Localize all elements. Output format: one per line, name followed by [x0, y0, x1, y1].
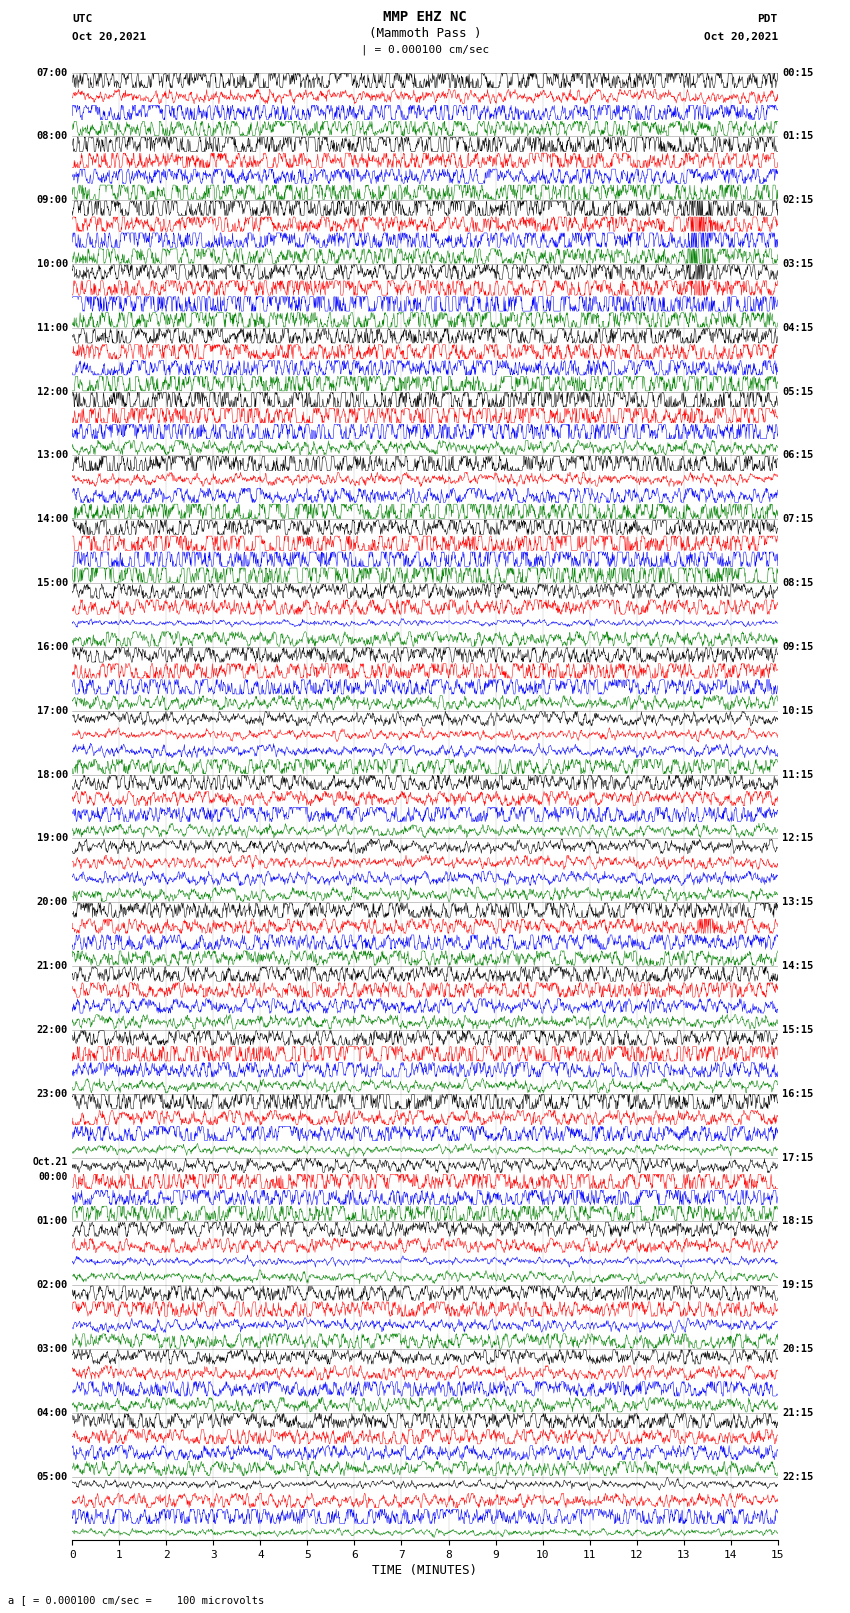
- Text: 01:00: 01:00: [37, 1216, 68, 1226]
- Text: 17:00: 17:00: [37, 706, 68, 716]
- Text: 01:15: 01:15: [782, 131, 813, 142]
- Text: 07:00: 07:00: [37, 68, 68, 77]
- Text: 09:00: 09:00: [37, 195, 68, 205]
- Text: 19:15: 19:15: [782, 1281, 813, 1290]
- Text: 15:00: 15:00: [37, 577, 68, 589]
- Text: 08:15: 08:15: [782, 577, 813, 589]
- Text: 10:00: 10:00: [37, 260, 68, 269]
- Text: 21:15: 21:15: [782, 1408, 813, 1418]
- Text: 20:15: 20:15: [782, 1344, 813, 1353]
- Text: 04:00: 04:00: [37, 1408, 68, 1418]
- Text: 12:15: 12:15: [782, 834, 813, 844]
- Text: 18:00: 18:00: [37, 769, 68, 779]
- Text: 02:15: 02:15: [782, 195, 813, 205]
- Text: 13:00: 13:00: [37, 450, 68, 460]
- Text: 03:15: 03:15: [782, 260, 813, 269]
- Text: 11:15: 11:15: [782, 769, 813, 779]
- Text: 15:15: 15:15: [782, 1024, 813, 1036]
- Text: Oct.21: Oct.21: [33, 1158, 68, 1168]
- Text: 07:15: 07:15: [782, 515, 813, 524]
- Text: 21:00: 21:00: [37, 961, 68, 971]
- Text: PDT: PDT: [757, 15, 778, 24]
- Text: 18:15: 18:15: [782, 1216, 813, 1226]
- Text: 05:00: 05:00: [37, 1471, 68, 1482]
- X-axis label: TIME (MINUTES): TIME (MINUTES): [372, 1565, 478, 1578]
- Text: 17:15: 17:15: [782, 1153, 813, 1163]
- Text: 05:15: 05:15: [782, 387, 813, 397]
- Text: 20:00: 20:00: [37, 897, 68, 907]
- Text: 13:15: 13:15: [782, 897, 813, 907]
- Text: UTC: UTC: [72, 15, 93, 24]
- Text: 23:00: 23:00: [37, 1089, 68, 1098]
- Text: (Mammoth Pass ): (Mammoth Pass ): [369, 27, 481, 40]
- Text: | = 0.000100 cm/sec: | = 0.000100 cm/sec: [361, 44, 489, 55]
- Text: 14:00: 14:00: [37, 515, 68, 524]
- Text: MMP EHZ NC: MMP EHZ NC: [383, 10, 467, 24]
- Text: 12:00: 12:00: [37, 387, 68, 397]
- Text: Oct 20,2021: Oct 20,2021: [704, 32, 778, 42]
- Text: 02:00: 02:00: [37, 1281, 68, 1290]
- Text: 14:15: 14:15: [782, 961, 813, 971]
- Text: a [ = 0.000100 cm/sec =    100 microvolts: a [ = 0.000100 cm/sec = 100 microvolts: [8, 1595, 264, 1605]
- Text: 16:00: 16:00: [37, 642, 68, 652]
- Text: 19:00: 19:00: [37, 834, 68, 844]
- Text: 16:15: 16:15: [782, 1089, 813, 1098]
- Text: 00:00: 00:00: [38, 1173, 68, 1182]
- Text: 03:00: 03:00: [37, 1344, 68, 1353]
- Text: 08:00: 08:00: [37, 131, 68, 142]
- Text: 22:00: 22:00: [37, 1024, 68, 1036]
- Text: 09:15: 09:15: [782, 642, 813, 652]
- Text: 04:15: 04:15: [782, 323, 813, 332]
- Text: 10:15: 10:15: [782, 706, 813, 716]
- Text: 06:15: 06:15: [782, 450, 813, 460]
- Text: 11:00: 11:00: [37, 323, 68, 332]
- Text: 00:15: 00:15: [782, 68, 813, 77]
- Text: Oct 20,2021: Oct 20,2021: [72, 32, 146, 42]
- Text: 22:15: 22:15: [782, 1471, 813, 1482]
